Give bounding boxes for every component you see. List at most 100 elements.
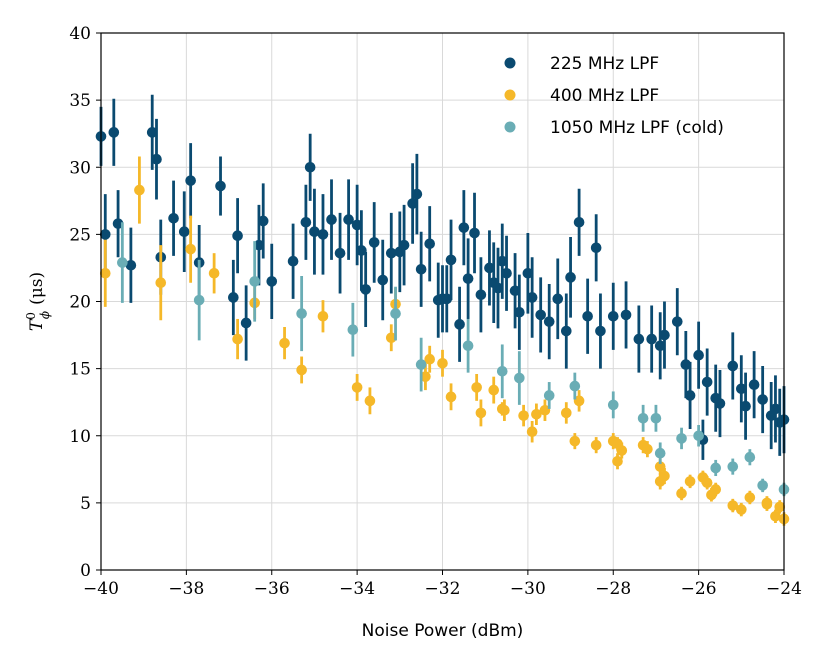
data-point [659, 467, 670, 485]
y-tick-label: 0 [80, 561, 91, 581]
data-point [168, 180, 179, 256]
data-marker [659, 470, 670, 482]
data-marker [560, 407, 572, 419]
data-point [364, 387, 376, 415]
data-point [509, 253, 521, 329]
data-marker [774, 501, 786, 513]
data-point [99, 239, 111, 307]
data-marker [296, 308, 307, 319]
data-point [112, 190, 124, 258]
data-point [612, 453, 623, 470]
data-marker [650, 412, 662, 424]
data-marker [185, 175, 196, 186]
data-marker [496, 366, 508, 377]
data-point [727, 498, 739, 513]
data-marker [377, 274, 389, 286]
series-1 [95, 94, 790, 460]
data-point [343, 179, 354, 260]
data-marker [193, 294, 205, 306]
data-marker [569, 435, 581, 447]
y-tick-label: 15 [69, 360, 91, 380]
data-marker [441, 293, 453, 305]
data-marker [522, 268, 534, 279]
legend: 225 MHz LPF 400 MHz LPF 1050 MHz LPF (cold… [504, 54, 724, 138]
data-marker [424, 353, 435, 365]
data-point [744, 490, 756, 505]
data-marker [607, 399, 619, 411]
data-marker [590, 439, 602, 451]
data-marker [458, 222, 470, 233]
data-point [240, 285, 252, 361]
data-point [757, 365, 768, 434]
y-axis-label-units: (μs) [27, 272, 47, 305]
data-marker [112, 218, 124, 229]
data-point [445, 219, 457, 301]
data-point [727, 458, 739, 475]
data-marker [368, 237, 380, 248]
data-point [193, 259, 205, 341]
data-point [484, 230, 495, 306]
data-point [744, 449, 756, 466]
data-point [633, 305, 645, 373]
data-point [351, 373, 363, 401]
data-marker [701, 477, 713, 489]
data-marker [108, 127, 120, 138]
data-marker [590, 242, 602, 254]
legend-item-2: 400 MHz LPF [504, 86, 659, 106]
data-marker [637, 412, 649, 424]
data-point [748, 351, 760, 419]
data-marker [573, 216, 585, 228]
data-point [108, 98, 120, 166]
data-marker [228, 292, 239, 303]
data-point [565, 237, 576, 318]
data-point [249, 241, 260, 322]
data-marker [714, 398, 726, 409]
data-point [569, 433, 581, 450]
y-axis-label: T0ϕ (μs) [24, 272, 52, 331]
data-point [590, 214, 602, 282]
data-marker [543, 316, 555, 327]
data-marker [257, 215, 269, 227]
data-point [347, 302, 359, 357]
data-point [727, 332, 739, 400]
data-point [496, 344, 508, 399]
data-marker [445, 391, 457, 403]
data-point [232, 198, 243, 274]
data-marker [462, 273, 474, 284]
data-point [454, 286, 465, 362]
data-point [560, 293, 572, 369]
data-marker [469, 227, 480, 239]
data-marker [684, 390, 696, 401]
data-marker [296, 364, 307, 376]
data-point [134, 156, 145, 224]
data-marker [437, 357, 448, 369]
data-marker [356, 245, 367, 256]
data-marker [309, 226, 320, 237]
data-point [407, 163, 418, 244]
data-point [569, 372, 581, 400]
legend-marker [504, 89, 516, 101]
data-point [526, 257, 538, 338]
x-tick-label: −26 [681, 579, 717, 599]
data-point [659, 301, 670, 369]
data-point [424, 206, 435, 282]
data-marker [496, 403, 508, 415]
data-marker [462, 340, 474, 352]
data-marker [612, 455, 623, 467]
data-marker [240, 317, 252, 329]
data-point [287, 223, 299, 299]
data-marker [117, 257, 128, 268]
data-point [496, 223, 508, 299]
data-marker [757, 394, 768, 405]
data-marker [279, 337, 290, 349]
data-point [185, 215, 196, 283]
axis-ticks: −40 −38 −36 −34 −32 −30 −28 −26 −24 0 5 10 15 20 25 30 3… [69, 24, 802, 599]
data-marker [565, 272, 576, 283]
x-tick-label: −30 [510, 579, 546, 599]
legend-label: 225 MHz LPF [550, 54, 659, 74]
data-point [676, 486, 687, 501]
data-point [684, 474, 696, 489]
data-marker [569, 380, 581, 392]
data-marker [680, 359, 692, 370]
